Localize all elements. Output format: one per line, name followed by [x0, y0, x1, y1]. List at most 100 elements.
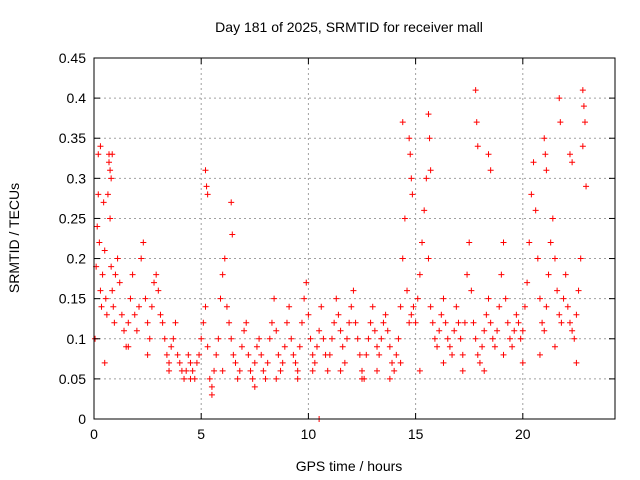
data-point: [444, 335, 451, 342]
data-point: [232, 359, 239, 366]
data-point: [359, 367, 366, 374]
data-point: [217, 295, 224, 302]
data-point: [414, 295, 421, 302]
data-point: [431, 335, 438, 342]
data-point: [494, 327, 501, 334]
data-point: [159, 319, 166, 326]
data-point: [573, 311, 580, 318]
data-point: [296, 343, 303, 350]
data-point: [148, 303, 155, 310]
data-point: [125, 319, 132, 326]
data-point: [234, 375, 241, 382]
data-point: [102, 295, 109, 302]
data-point: [397, 359, 404, 366]
data-point: [155, 287, 162, 294]
data-point: [213, 351, 220, 358]
data-point: [524, 279, 531, 286]
data-point: [243, 319, 250, 326]
data-point: [318, 303, 325, 310]
data-point: [451, 327, 458, 334]
data-point: [426, 135, 433, 142]
data-point: [221, 255, 228, 262]
data-point: [466, 239, 473, 246]
data-point: [580, 103, 587, 110]
data-point: [386, 375, 393, 382]
data-point: [337, 367, 344, 374]
data-point: [487, 167, 494, 174]
y-tick-label: 0.2: [67, 251, 87, 267]
data-point: [196, 351, 203, 358]
data-point: [485, 295, 492, 302]
data-point: [146, 335, 153, 342]
data-point: [526, 239, 533, 246]
data-point: [181, 375, 188, 382]
data-point: [283, 319, 290, 326]
data-point: [153, 271, 160, 278]
data-point: [320, 335, 327, 342]
data-point: [506, 335, 513, 342]
y-tick-label: 0.1: [67, 331, 87, 347]
data-point: [556, 311, 563, 318]
data-point: [419, 239, 426, 246]
data-point: [541, 327, 548, 334]
data-point: [144, 351, 151, 358]
data-point: [408, 311, 415, 318]
data-point: [341, 359, 348, 366]
data-point: [434, 343, 441, 350]
data-point: [111, 319, 118, 326]
data-point: [97, 287, 104, 294]
data-point: [185, 351, 192, 358]
data-point: [98, 303, 105, 310]
data-point: [579, 143, 586, 150]
grid-lines: [94, 58, 615, 419]
data-point: [399, 255, 406, 262]
data-point: [374, 343, 381, 350]
data-point: [436, 327, 443, 334]
data-point: [241, 327, 248, 334]
data-point: [543, 303, 550, 310]
data-point: [393, 351, 400, 358]
data-point: [266, 335, 273, 342]
data-point: [519, 359, 526, 366]
data-point: [541, 135, 548, 142]
data-point: [389, 359, 396, 366]
data-point: [281, 343, 288, 350]
data-point: [230, 351, 237, 358]
data-point: [461, 319, 468, 326]
data-point: [307, 335, 314, 342]
data-point: [352, 319, 359, 326]
data-point: [104, 191, 111, 198]
data-point: [557, 119, 564, 126]
data-point: [384, 327, 391, 334]
data-point: [472, 335, 479, 342]
data-point: [539, 319, 546, 326]
data-point: [423, 175, 430, 182]
data-point: [305, 311, 312, 318]
data-point: [380, 319, 387, 326]
data-point: [440, 359, 447, 366]
x-axis-label: GPS time / hours: [296, 458, 403, 474]
data-point: [273, 375, 280, 382]
data-point: [251, 383, 258, 390]
data-point: [511, 327, 518, 334]
data-point: [309, 367, 316, 374]
data-point: [416, 271, 423, 278]
data-point: [189, 367, 196, 374]
data-point: [238, 343, 245, 350]
data-point: [491, 343, 498, 350]
data-point: [343, 335, 350, 342]
data-point: [273, 327, 280, 334]
data-point: [410, 303, 417, 310]
data-point: [534, 255, 541, 262]
data-point: [223, 303, 230, 310]
data-point: [109, 287, 116, 294]
y-tick-label: 0.05: [59, 371, 86, 387]
data-point: [391, 367, 398, 374]
y-tick-label: 0.4: [67, 90, 87, 106]
data-point: [487, 319, 494, 326]
data-point: [292, 359, 299, 366]
data-point: [290, 351, 297, 358]
data-point: [401, 215, 408, 222]
